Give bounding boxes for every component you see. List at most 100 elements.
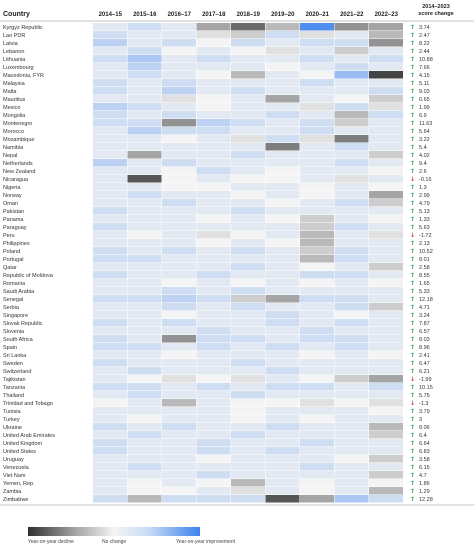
heatmap-cell [334, 103, 369, 111]
heatmap-cell [231, 271, 265, 279]
score-change-value: 1.3 [419, 185, 427, 191]
heatmap-cell [265, 383, 300, 391]
arrow-up-icon: ↑ [410, 368, 415, 375]
heatmap-cell [265, 255, 300, 263]
arrow-up-icon: ↑ [410, 48, 415, 55]
heatmap-cell [300, 199, 334, 207]
heatmap-cell [231, 255, 265, 263]
heatmap-cell [93, 95, 127, 103]
heatmap-cell [369, 335, 403, 343]
heatmap-cell [334, 159, 369, 167]
heatmap-cell [162, 327, 196, 335]
score-change-value: 8.03 [419, 337, 430, 343]
heatmap-cell [369, 311, 403, 319]
heatmap-cell [127, 423, 162, 431]
heatmap-cell [231, 207, 265, 215]
heatmap-cell [93, 111, 127, 119]
row-label-country: United States [3, 449, 36, 455]
heatmap-cell [231, 215, 265, 223]
arrow-up-icon: ↑ [410, 80, 415, 87]
heatmap-cell [127, 287, 162, 295]
arrow-up-icon: ↑ [410, 272, 415, 279]
heatmap-cell [127, 343, 162, 351]
heatmap-cell [162, 455, 196, 463]
score-change-value: 0.65 [419, 97, 430, 103]
heatmap-cell [93, 79, 127, 87]
row-label-country: Senegal [3, 297, 23, 303]
column-header-year: 2022–23 [375, 12, 399, 18]
row-label-country: Thailand [3, 393, 24, 399]
score-change-value: 5.33 [419, 289, 430, 295]
heatmap-cell [300, 383, 334, 391]
heatmap-cell [300, 343, 334, 351]
heatmap-cell [231, 295, 265, 303]
heatmap-cell [127, 279, 162, 287]
score-change-value: -1.3 [419, 401, 428, 407]
heatmap-cell [162, 359, 196, 367]
heatmap-cell [162, 383, 196, 391]
heatmap-cell [231, 111, 265, 119]
row-label-country: Singapore [3, 313, 28, 319]
heatmap-cell [369, 351, 403, 359]
heatmap-cell [162, 303, 196, 311]
heatmap-cell [300, 111, 334, 119]
heatmap-cell [93, 351, 127, 359]
heatmap-cell [196, 47, 231, 55]
row-label-country: Slovak Republic [3, 321, 43, 327]
heatmap-cell [265, 327, 300, 335]
row-label-country: Poland [3, 249, 20, 255]
heatmap-cell [196, 407, 231, 415]
heatmap-cell [300, 295, 334, 303]
score-change-value: 9.03 [419, 89, 430, 95]
arrow-up-icon: ↑ [410, 40, 415, 47]
heatmap-cell [300, 191, 334, 199]
heatmap-cell [162, 391, 196, 399]
heatmap-cell [369, 423, 403, 431]
score-change-value: 6.21 [419, 369, 430, 375]
heatmap-cell [162, 287, 196, 295]
heatmap-cell [127, 111, 162, 119]
heatmap-cell [369, 111, 403, 119]
heatmap-cell [127, 391, 162, 399]
column-header-year: 2021–22 [340, 12, 364, 18]
arrow-up-icon: ↑ [410, 288, 415, 295]
heatmap-cell [196, 431, 231, 439]
heatmap-cell [369, 487, 403, 495]
heatmap-cell [231, 95, 265, 103]
heatmap-cell [196, 143, 231, 151]
score-change-value: 2.6 [419, 169, 427, 175]
heatmap-cell [334, 71, 369, 79]
heatmap-cell [231, 31, 265, 39]
arrow-up-icon: ↑ [410, 32, 415, 39]
score-change-value: 3.74 [419, 25, 430, 31]
legend-neutral-label: No change [102, 539, 127, 545]
heatmap-cell [162, 167, 196, 175]
heatmap-cell [127, 439, 162, 447]
heatmap-cell [93, 431, 127, 439]
heatmap-cell [93, 23, 127, 31]
row-label-country: Zambia [3, 489, 22, 495]
heatmap-cell [265, 63, 300, 71]
arrow-up-icon: ↑ [410, 304, 415, 311]
heatmap-cell [369, 495, 403, 503]
heatmap-cell [369, 167, 403, 175]
heatmap-cell [334, 415, 369, 423]
heatmap-cell [334, 111, 369, 119]
heatmap-cell [93, 415, 127, 423]
heatmap-cell [127, 495, 162, 503]
heatmap-cell [265, 215, 300, 223]
heatmap-cell [231, 223, 265, 231]
heatmap-cell [93, 279, 127, 287]
score-change-value: 6.9 [419, 113, 427, 119]
heatmap-cell [93, 343, 127, 351]
heatmap-cell [93, 215, 127, 223]
heatmap-cell [265, 223, 300, 231]
heatmap-cell [127, 407, 162, 415]
heatmap-cell [162, 463, 196, 471]
heatmap-cell [300, 407, 334, 415]
heatmap-cell [196, 119, 231, 127]
heatmap-cell [127, 95, 162, 103]
heatmap-cell [93, 31, 127, 39]
heatmap-cell [369, 463, 403, 471]
